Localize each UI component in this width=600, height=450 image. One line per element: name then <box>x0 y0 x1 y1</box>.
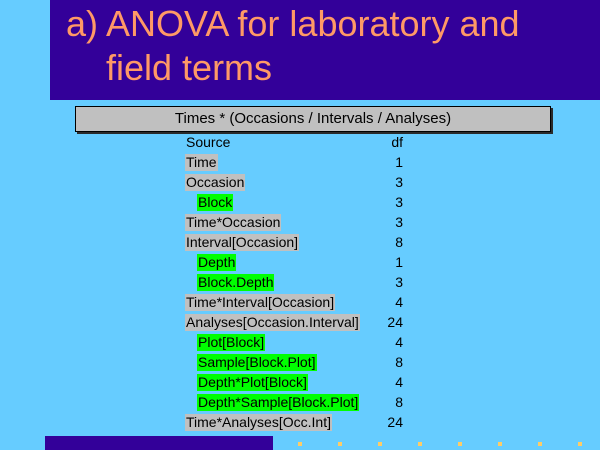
slide-title: a) ANOVA for laboratory and field terms <box>66 2 596 90</box>
source-cell: Time*Analyses[Occ.Int] <box>185 414 332 431</box>
df-cell: 3 <box>395 174 403 190</box>
table-row: Block 3 <box>185 193 415 213</box>
df-cell: 4 <box>395 374 403 390</box>
source-cell: Depth <box>197 254 237 271</box>
df-cell: 1 <box>395 254 403 270</box>
table-row: Block.Depth 3 <box>185 273 415 293</box>
dot <box>578 442 582 446</box>
df-cell: 24 <box>387 314 403 330</box>
df-cell: 8 <box>395 354 403 370</box>
df-cell: 3 <box>395 274 403 290</box>
table-row: Interval[Occasion] 8 <box>185 233 415 253</box>
anova-table: Source df Time 1 Occasion 3 Block 3 Time*Occas… <box>185 133 415 433</box>
source-cell: Sample[Block.Plot] <box>197 354 317 371</box>
table-row: Occasion 3 <box>185 173 415 193</box>
dot <box>498 442 502 446</box>
df-cell: 3 <box>395 214 403 230</box>
df-cell: 4 <box>395 334 403 350</box>
df-cell: 8 <box>395 394 403 410</box>
column-df-label: df <box>391 134 403 150</box>
title-line-1: a) ANOVA for laboratory and <box>66 3 520 44</box>
source-cell: Depth*Plot[Block] <box>197 374 308 391</box>
df-cell: 1 <box>395 154 403 170</box>
source-cell: Occasion <box>185 174 246 191</box>
table-row: Sample[Block.Plot] 8 <box>185 353 415 373</box>
source-cell: Block.Depth <box>197 274 275 291</box>
df-cell: 3 <box>395 194 403 210</box>
column-source-label: Source <box>186 134 231 150</box>
table-header-row: Source df <box>185 133 415 153</box>
dot <box>298 442 302 446</box>
source-cell: Block <box>197 194 234 211</box>
source-cell: Plot[Block] <box>197 334 266 351</box>
dot <box>458 442 462 446</box>
dot <box>338 442 342 446</box>
bottom-bar <box>45 436 273 450</box>
table-row: Plot[Block] 4 <box>185 333 415 353</box>
table-row: Analyses[Occasion.Interval] 24 <box>185 313 415 333</box>
table-row: Time 1 <box>185 153 415 173</box>
title-line-2: field terms <box>106 47 273 88</box>
dot <box>378 442 382 446</box>
table-row: Time*Interval[Occasion] 4 <box>185 293 415 313</box>
df-cell: 8 <box>395 234 403 250</box>
title-band <box>50 0 600 100</box>
source-cell: Time <box>185 154 218 171</box>
source-cell: Interval[Occasion] <box>185 234 300 251</box>
source-cell: Time*Interval[Occasion] <box>185 294 336 311</box>
table-header: Times * (Occasions / Intervals / Analyse… <box>75 106 551 132</box>
df-cell: 4 <box>395 294 403 310</box>
table-row: Depth 1 <box>185 253 415 273</box>
table-row: Time*Occasion 3 <box>185 213 415 233</box>
dot <box>538 442 542 446</box>
dot <box>418 442 422 446</box>
table-row: Time*Analyses[Occ.Int] 24 <box>185 413 415 433</box>
horizontal-dot-decoration <box>298 442 598 448</box>
df-cell: 24 <box>387 414 403 430</box>
source-cell: Analyses[Occasion.Interval] <box>185 314 360 331</box>
table-row: Depth*Sample[Block.Plot] 8 <box>185 393 415 413</box>
source-cell: Depth*Sample[Block.Plot] <box>197 394 360 411</box>
source-cell: Time*Occasion <box>185 214 282 231</box>
table-row: Depth*Plot[Block] 4 <box>185 373 415 393</box>
